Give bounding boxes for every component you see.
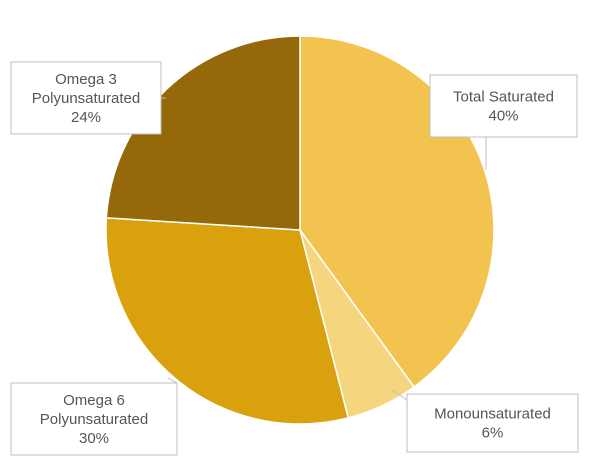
callout-category-label: Monounsaturated — [434, 406, 551, 423]
leader-line-omega-6 — [167, 377, 178, 384]
callout-category-label: Omega 6 — [63, 392, 125, 409]
callout-box — [406, 393, 579, 453]
data-callouts: Total Saturated 40% Monounsaturated 6% Omega… — [10, 61, 579, 456]
callout-box — [10, 382, 178, 456]
callout-box — [429, 74, 578, 138]
callout-value-label: 24% — [71, 109, 101, 126]
callout-category-label: Omega 3 — [55, 71, 117, 88]
callout-value-label: 6% — [482, 425, 504, 442]
callout-value-label: 40% — [488, 108, 518, 125]
callout-monounsaturated: Monounsaturated 6% — [406, 393, 579, 453]
callout-category-label: Polyunsaturated — [40, 411, 148, 428]
callout-box — [10, 61, 162, 135]
callout-value-label: 30% — [79, 430, 109, 447]
callout-omega-3: Omega 3 Polyunsaturated 24% — [10, 61, 162, 135]
pie-slice-omega-3-polyunsaturated — [105, 35, 301, 231]
callout-total-saturated: Total Saturated 40% — [429, 74, 578, 138]
callout-category-label: Total Saturated — [453, 89, 554, 106]
callout-category-label: Polyunsaturated — [32, 90, 140, 107]
pie-slice-omega-6-polyunsaturated — [105, 217, 350, 425]
leader-line-monounsaturated — [391, 389, 408, 401]
callout-omega-6: Omega 6 Polyunsaturated 30% — [10, 382, 178, 456]
leader-lines — [161, 97, 487, 401]
